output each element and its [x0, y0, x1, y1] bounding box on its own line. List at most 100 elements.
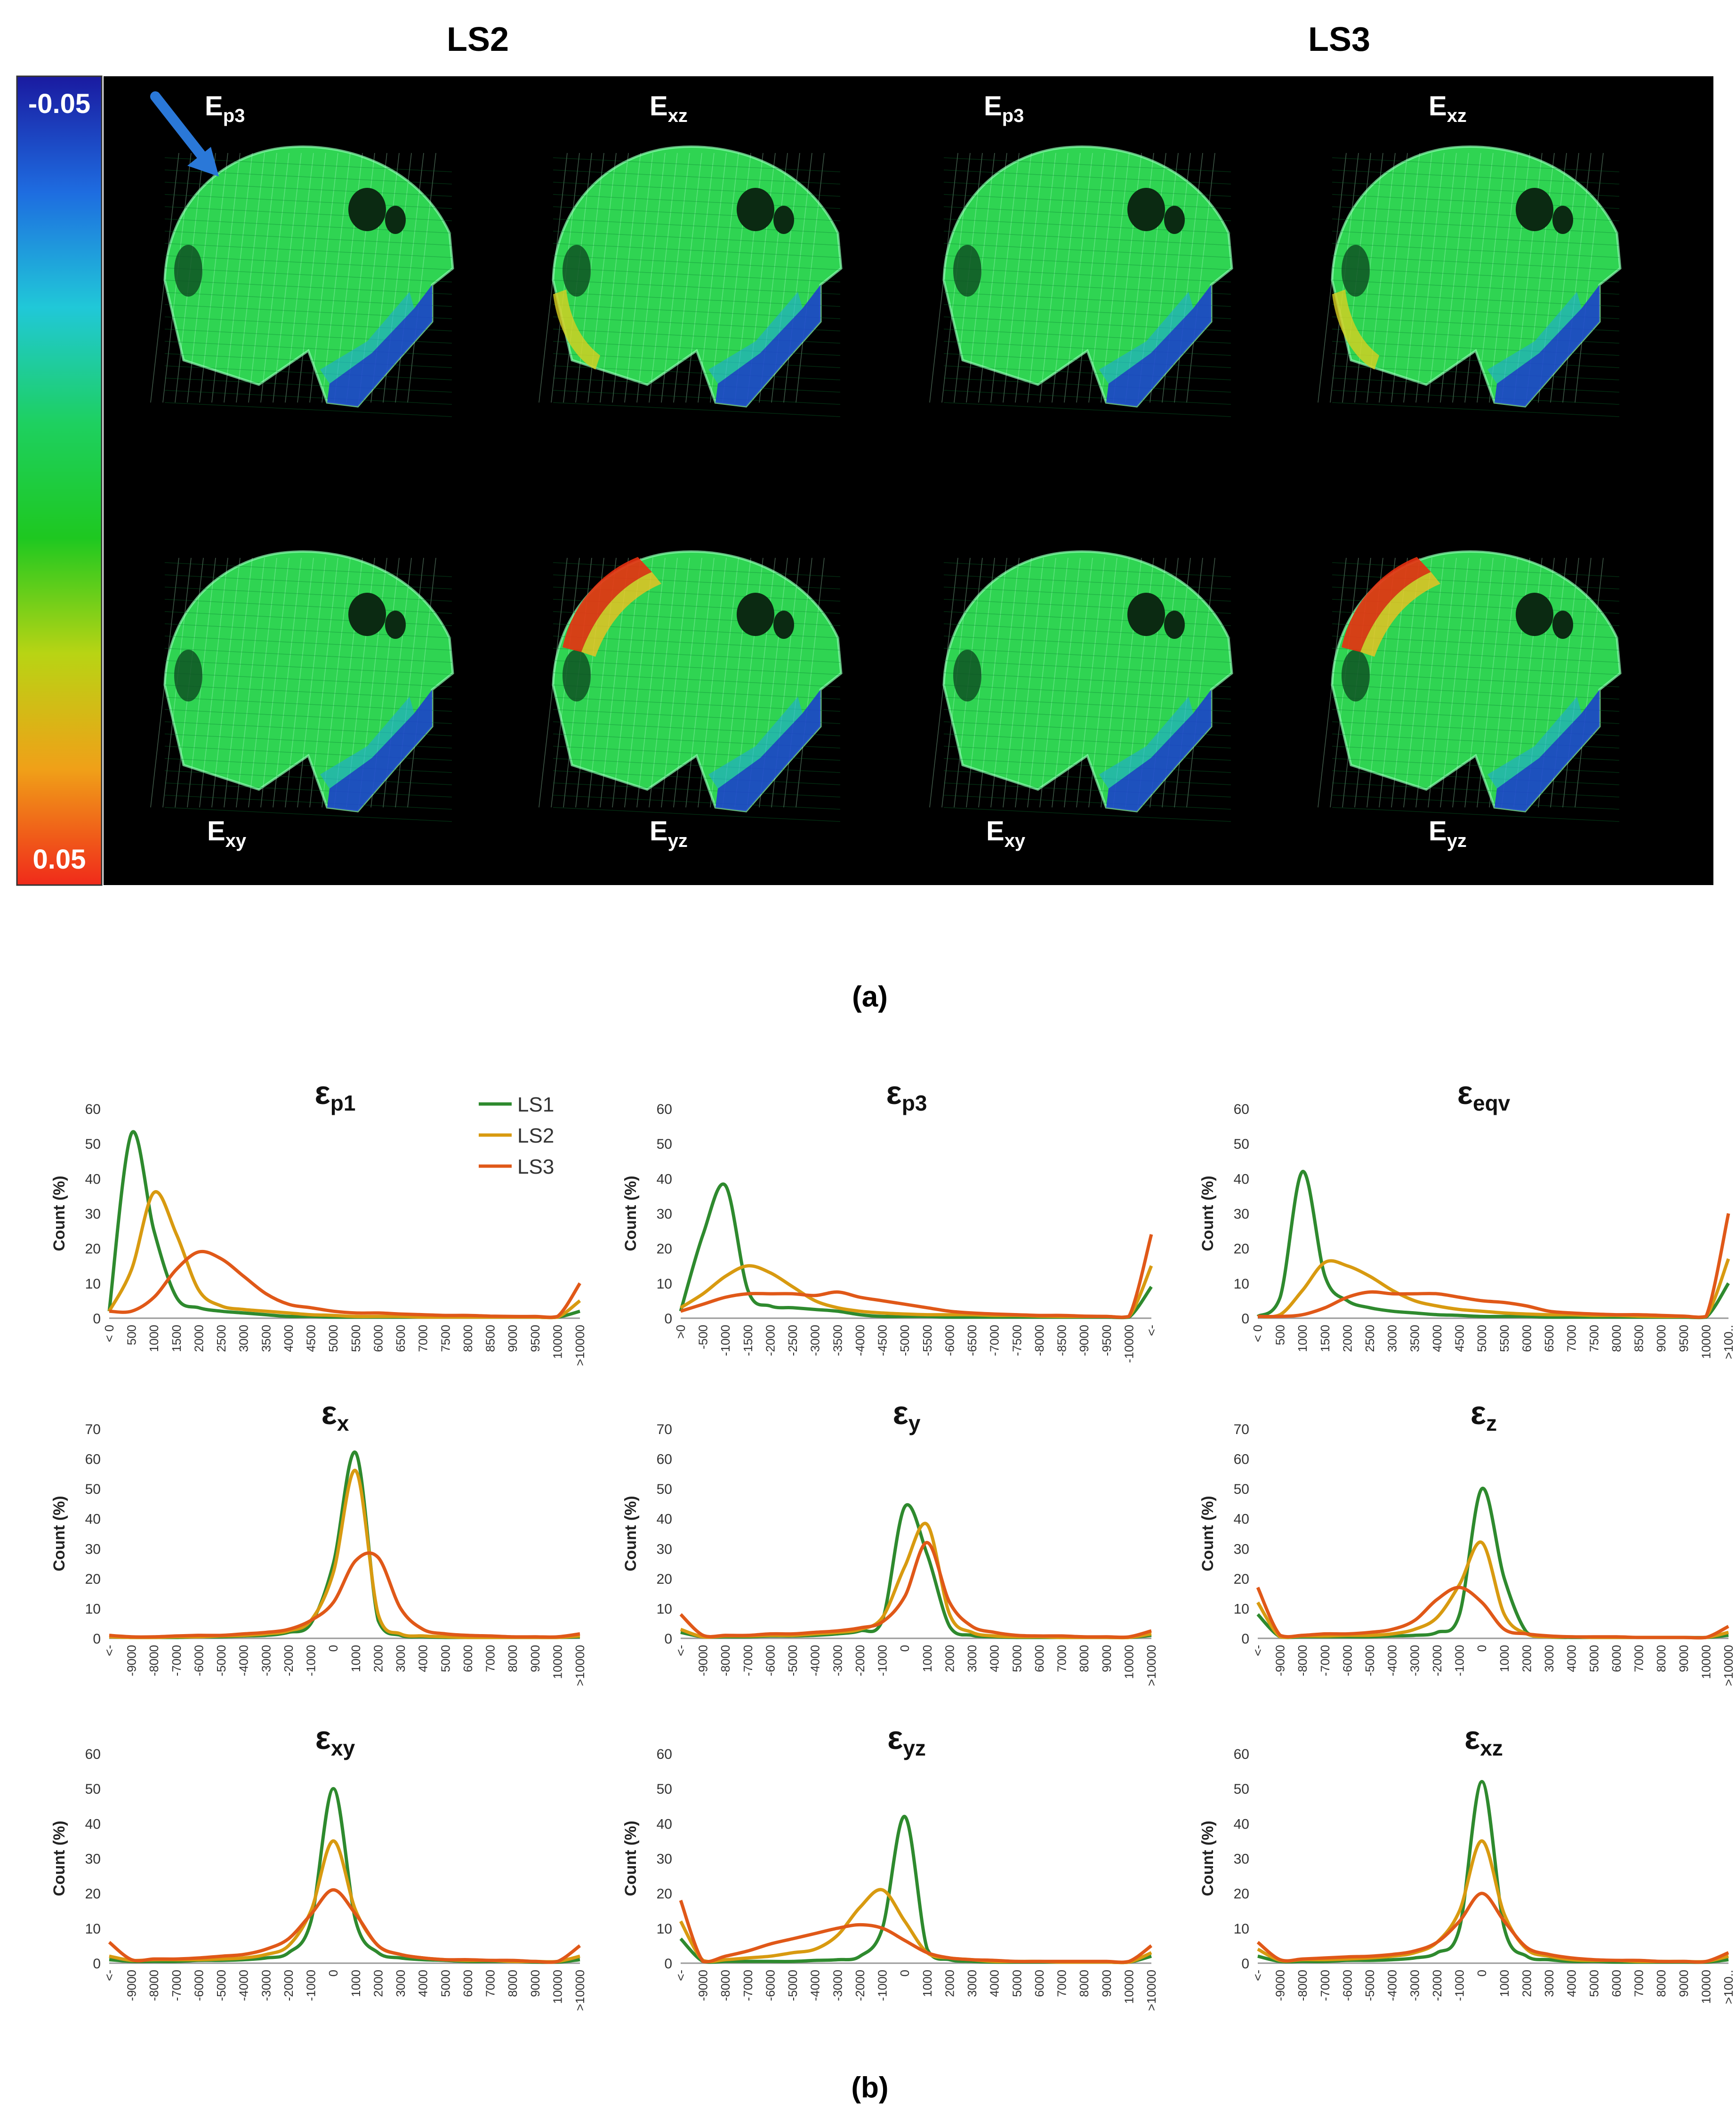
x-tick-label: 4000: [416, 1645, 430, 1672]
x-tick-label: -8000: [147, 1645, 161, 1676]
x-tick-label: 7500: [1587, 1325, 1601, 1352]
bone-scan-bottom-1: [150, 550, 454, 822]
x-tick-label: 5000: [1587, 1970, 1601, 1997]
x-tick-label: -1500: [741, 1325, 755, 1356]
x-tick-label: 3000: [1385, 1325, 1399, 1352]
y-tick-label: 50: [657, 1781, 672, 1797]
x-tick-label: -7000: [741, 1645, 755, 1676]
chart-title: εz: [1471, 1394, 1497, 1435]
y-tick-label: 0: [93, 1631, 101, 1647]
chart-title: εp3: [886, 1074, 927, 1115]
y-tick-label: 30: [1234, 1852, 1249, 1867]
x-tick-label: 1500: [169, 1325, 184, 1352]
y-tick-label: 20: [85, 1571, 101, 1587]
x-tick-label: 9500: [1677, 1325, 1691, 1352]
x-tick-label: 7000: [1055, 1645, 1069, 1672]
series-line-ls1: [680, 1503, 1152, 1639]
x-tick-label: 2000: [1519, 1645, 1534, 1672]
y-tick-label: 10: [85, 1921, 101, 1937]
x-tick-label: 6000: [1609, 1970, 1623, 1997]
y-axis-label: Count (%): [622, 1496, 640, 1571]
x-tick-label: 8000: [506, 1970, 520, 1997]
x-tick-label: 6000: [1032, 1645, 1046, 1672]
x-tick-label: <-: [674, 1970, 688, 1981]
x-tick-label: >10000: [1144, 1970, 1158, 2011]
x-tick-label: 500: [125, 1325, 139, 1345]
x-tick-label: 6000: [461, 1645, 475, 1672]
series-line-ls1: [109, 1450, 580, 1639]
x-tick-label: 3000: [394, 1970, 408, 1997]
y-tick-label: 0: [664, 1311, 672, 1327]
x-tick-label: -500: [696, 1325, 710, 1349]
x-tick-label: 8000: [461, 1325, 475, 1352]
chart-xz: εxz Count (%) 0 10 20 30 40 50 60 <- -9000 -8000 -70…: [1199, 1719, 1736, 2004]
panel-a-caption: (a): [852, 981, 888, 1013]
y-tick-label: 10: [1234, 1276, 1249, 1292]
x-tick-label: <-: [102, 1970, 116, 1981]
y-tick-label: 40: [85, 1816, 101, 1832]
x-tick-label: 6000: [1032, 1970, 1046, 1997]
x-tick-label: -5000: [214, 1970, 228, 2001]
x-tick-label: -1000: [876, 1645, 890, 1676]
x-tick-label: -9000: [1273, 1645, 1287, 1676]
series-line-ls1: [107, 1130, 580, 1320]
series-line-ls2: [680, 1264, 1153, 1319]
y-tick-label: 20: [1234, 1241, 1249, 1257]
x-tick-label: -7000: [1318, 1645, 1332, 1676]
x-tick-label: -7000: [1318, 1970, 1332, 2001]
y-axis-label: Count (%): [50, 1821, 68, 1896]
y-tick-label: 50: [85, 1781, 101, 1797]
x-tick-label: -4000: [1385, 1970, 1399, 2001]
x-tick-label: -6500: [965, 1325, 979, 1356]
x-tick-label: -4000: [237, 1645, 251, 1676]
x-tick-label: 5500: [349, 1325, 363, 1352]
x-tick-label: 2000: [371, 1645, 385, 1672]
x-tick-label: -9500: [1100, 1325, 1114, 1356]
chart-eqv: εeqv Count (%) 0 10 20 30 40 50 60 < 0 500 1000 1500…: [1199, 1074, 1736, 1359]
x-tick-label: 10000: [550, 1645, 564, 1679]
x-tick-label: 2000: [1519, 1970, 1534, 1997]
series-line-ls3: [680, 1234, 1153, 1319]
x-tick-label: -6000: [1340, 1970, 1354, 2001]
y-tick-label: 60: [657, 1102, 672, 1117]
panel-b-caption: (b): [851, 2071, 888, 2104]
x-tick-label: 6000: [371, 1325, 385, 1352]
x-tick-label: >10000: [573, 1970, 587, 2011]
x-tick-label: 1000: [920, 1970, 934, 1997]
x-tick-label: -9000: [1077, 1325, 1091, 1356]
legend-label: LS1: [517, 1093, 554, 1116]
x-tick-label: 9000: [1100, 1970, 1114, 1997]
x-tick-label: < 0: [1251, 1325, 1265, 1342]
series-line-ls3: [1257, 1213, 1730, 1319]
bone-scan-grid: [150, 145, 1622, 822]
chart-title: εx: [321, 1394, 349, 1435]
y-tick-label: 30: [657, 1541, 672, 1557]
y-axis-label: Count (%): [1199, 1821, 1217, 1896]
x-tick-label: -6000: [1340, 1645, 1354, 1676]
y-tick-label: 0: [664, 1631, 672, 1647]
x-tick-label: <-: [674, 1645, 688, 1656]
x-tick-label: 7000: [1632, 1645, 1646, 1672]
x-tick-label: 2000: [371, 1970, 385, 1997]
x-tick-label: -2000: [281, 1970, 296, 2001]
legend-label: LS2: [517, 1124, 554, 1147]
x-tick-label: 9000: [1654, 1325, 1668, 1352]
y-tick-label: 0: [1241, 1311, 1249, 1327]
x-tick-label: 3500: [1407, 1325, 1422, 1352]
x-tick-label: 4000: [988, 1645, 1002, 1672]
x-tick-label: 0: [1475, 1645, 1489, 1652]
chart-title: εeqv: [1457, 1074, 1511, 1115]
y-tick-label: 20: [1234, 1571, 1249, 1587]
y-tick-label: 60: [1234, 1747, 1249, 1762]
x-tick-label: -7000: [988, 1325, 1002, 1356]
x-tick-label: >10000: [573, 1325, 587, 1366]
chart-y: εy Count (%) 0 10 20 30 40 50 60 70 <- -9000 -8000 -7…: [622, 1394, 1158, 1686]
x-tick-label: -6000: [763, 1645, 777, 1676]
x-tick-label: 3000: [237, 1325, 251, 1352]
x-tick-label: 8500: [483, 1325, 498, 1352]
arrow-icon: [150, 91, 219, 177]
y-tick-label: 30: [1234, 1541, 1249, 1557]
x-tick-label: -4000: [853, 1325, 867, 1356]
series-line-ls3: [109, 1249, 581, 1319]
bone-scan-top-2: [538, 145, 843, 417]
